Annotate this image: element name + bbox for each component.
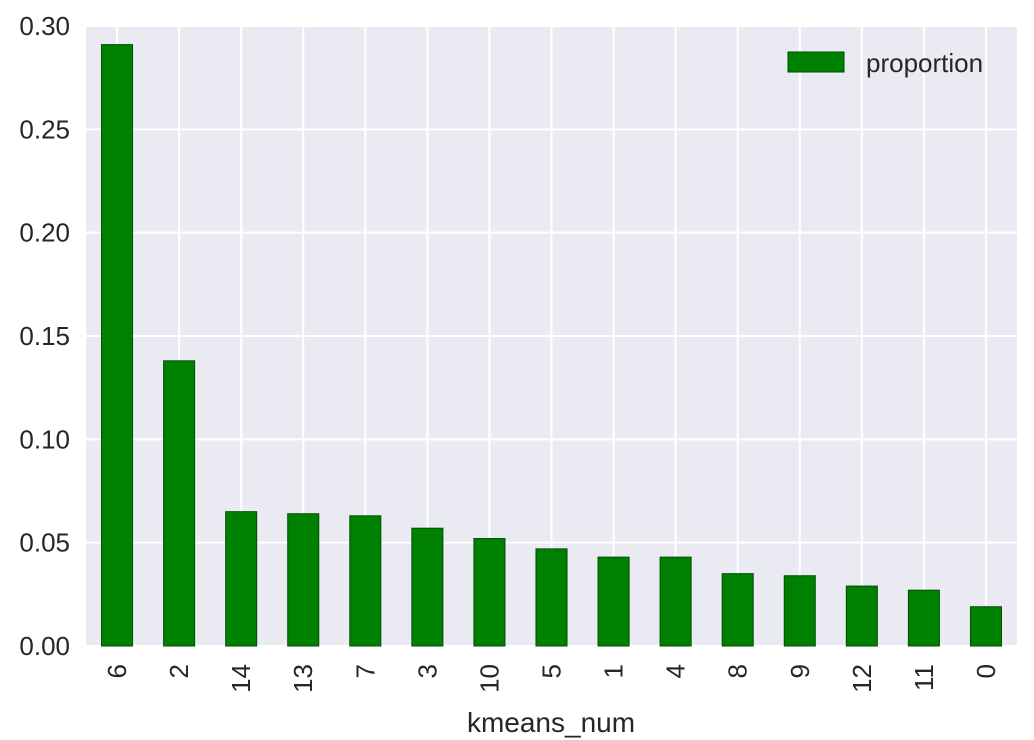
y-tick-label-2: 0.10 (19, 424, 70, 454)
bar-11 (907, 589, 940, 647)
y-tick-label-3: 0.15 (19, 321, 70, 351)
x-tick-label-13: 13 (288, 664, 318, 693)
bars-group (101, 44, 1002, 647)
x-tick-label-4: 4 (661, 664, 691, 678)
x-tick-label-10: 10 (474, 664, 504, 693)
x-tick-label-3: 3 (412, 664, 442, 678)
bar-8 (721, 573, 754, 647)
bar-14 (225, 511, 258, 647)
bar-10 (473, 538, 506, 647)
y-tick-label-6: 0.30 (19, 11, 70, 41)
legend-swatch-proportion (787, 51, 845, 73)
bar-4 (659, 556, 692, 647)
x-tick-label-11: 11 (909, 664, 939, 691)
bar-9 (783, 575, 816, 647)
legend: proportion (787, 48, 983, 78)
y-tick-labels: 0.00 0.05 0.10 0.15 0.20 0.25 0.30 (19, 11, 70, 661)
y-tick-label-5: 0.25 (19, 114, 70, 144)
bar-6 (101, 44, 134, 647)
x-tick-label-0: 0 (971, 664, 1001, 678)
bar-2 (163, 360, 196, 647)
x-tick-labels: 6 2 14 13 7 3 10 5 1 4 8 9 12 11 0 (102, 664, 1001, 693)
bar-1 (597, 556, 630, 647)
x-axis-label: kmeans_num (467, 707, 635, 738)
x-tick-label-5: 5 (537, 664, 567, 678)
x-tick-label-1: 1 (599, 664, 629, 678)
bar-0 (969, 606, 1002, 647)
x-tick-label-6: 6 (102, 664, 132, 678)
bar-5 (535, 548, 568, 647)
y-tick-label-1: 0.05 (19, 528, 70, 558)
x-tick-label-2: 2 (164, 664, 194, 678)
bar-7 (349, 515, 382, 647)
y-tick-label-0: 0.00 (19, 631, 70, 661)
legend-label-proportion: proportion (866, 48, 983, 78)
x-tick-label-8: 8 (723, 664, 753, 678)
bar-12 (845, 585, 878, 647)
x-tick-label-9: 9 (785, 664, 815, 678)
bar-13 (287, 513, 320, 647)
x-tick-label-14: 14 (226, 664, 256, 693)
x-tick-label-12: 12 (847, 664, 877, 693)
bar-3 (411, 527, 444, 647)
x-tick-label-7: 7 (350, 664, 380, 678)
y-tick-label-4: 0.20 (19, 218, 70, 248)
